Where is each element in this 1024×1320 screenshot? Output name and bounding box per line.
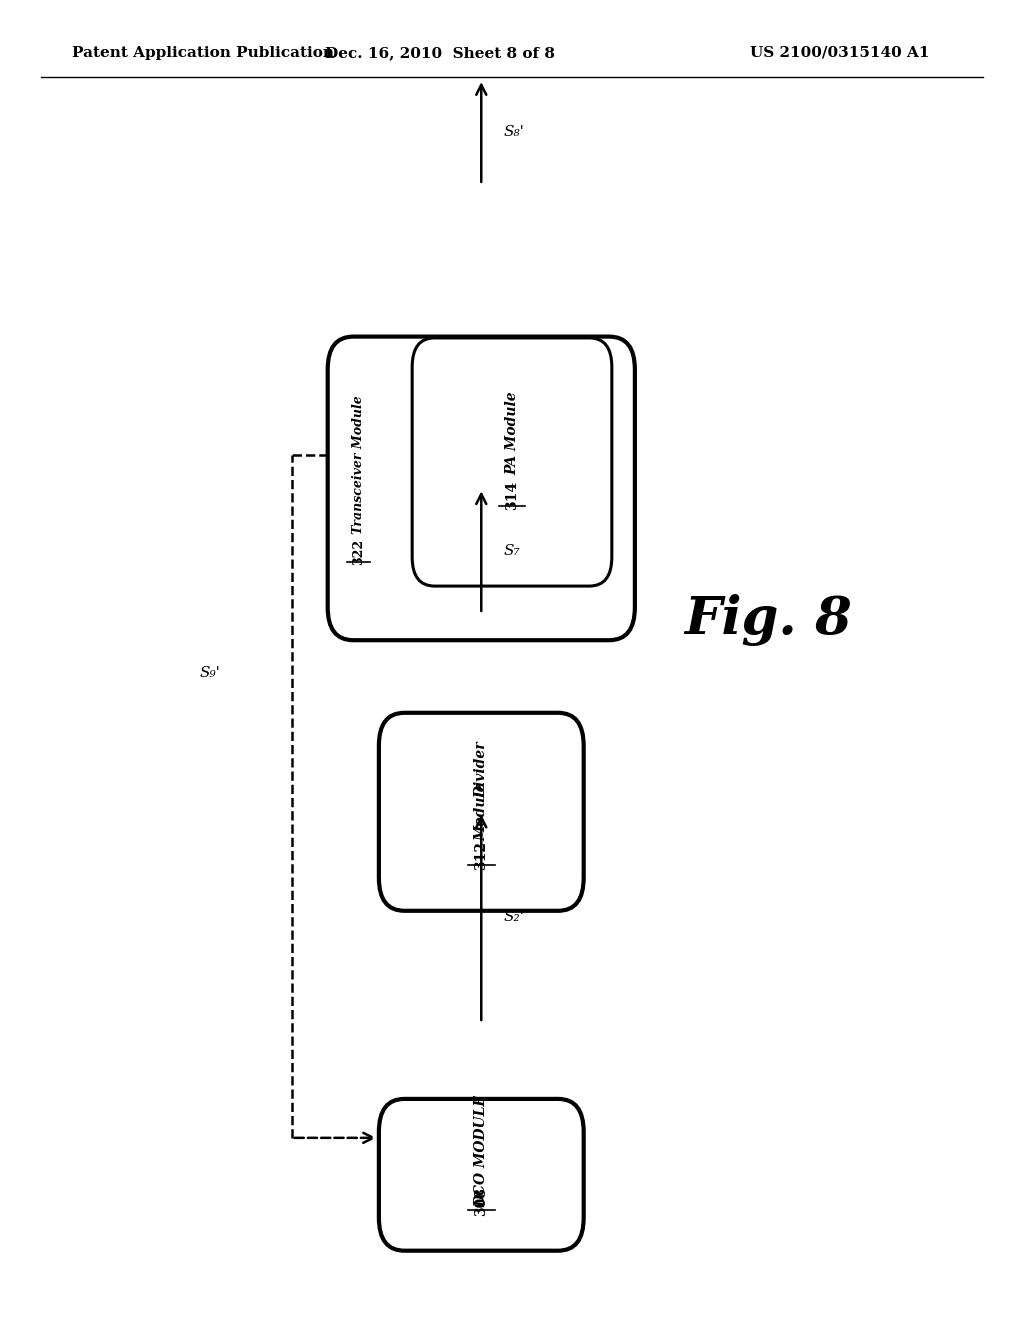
Text: US 2100/0315140 A1: US 2100/0315140 A1 <box>750 46 930 59</box>
Text: DCO MODULE: DCO MODULE <box>474 1096 488 1206</box>
FancyBboxPatch shape <box>379 713 584 911</box>
FancyBboxPatch shape <box>412 338 611 586</box>
Text: 312: 312 <box>474 841 488 870</box>
Text: 322: 322 <box>352 539 365 565</box>
Text: S₉': S₉' <box>200 667 220 680</box>
FancyBboxPatch shape <box>328 337 635 640</box>
Text: S₇: S₇ <box>504 544 520 558</box>
Text: Transceiver Module: Transceiver Module <box>352 395 365 535</box>
Text: S₂': S₂' <box>504 911 524 924</box>
Text: Fig. 8: Fig. 8 <box>684 594 852 647</box>
Text: 314: 314 <box>505 480 519 510</box>
Text: Patent Application Publication: Patent Application Publication <box>72 46 334 59</box>
Text: 308: 308 <box>474 1187 488 1216</box>
FancyBboxPatch shape <box>379 1098 584 1251</box>
Text: Divider: Divider <box>474 742 488 797</box>
Text: Dec. 16, 2010  Sheet 8 of 8: Dec. 16, 2010 Sheet 8 of 8 <box>326 46 555 59</box>
Text: Module: Module <box>474 783 488 841</box>
Text: S₈': S₈' <box>504 125 524 139</box>
Text: PA Module: PA Module <box>505 391 519 475</box>
